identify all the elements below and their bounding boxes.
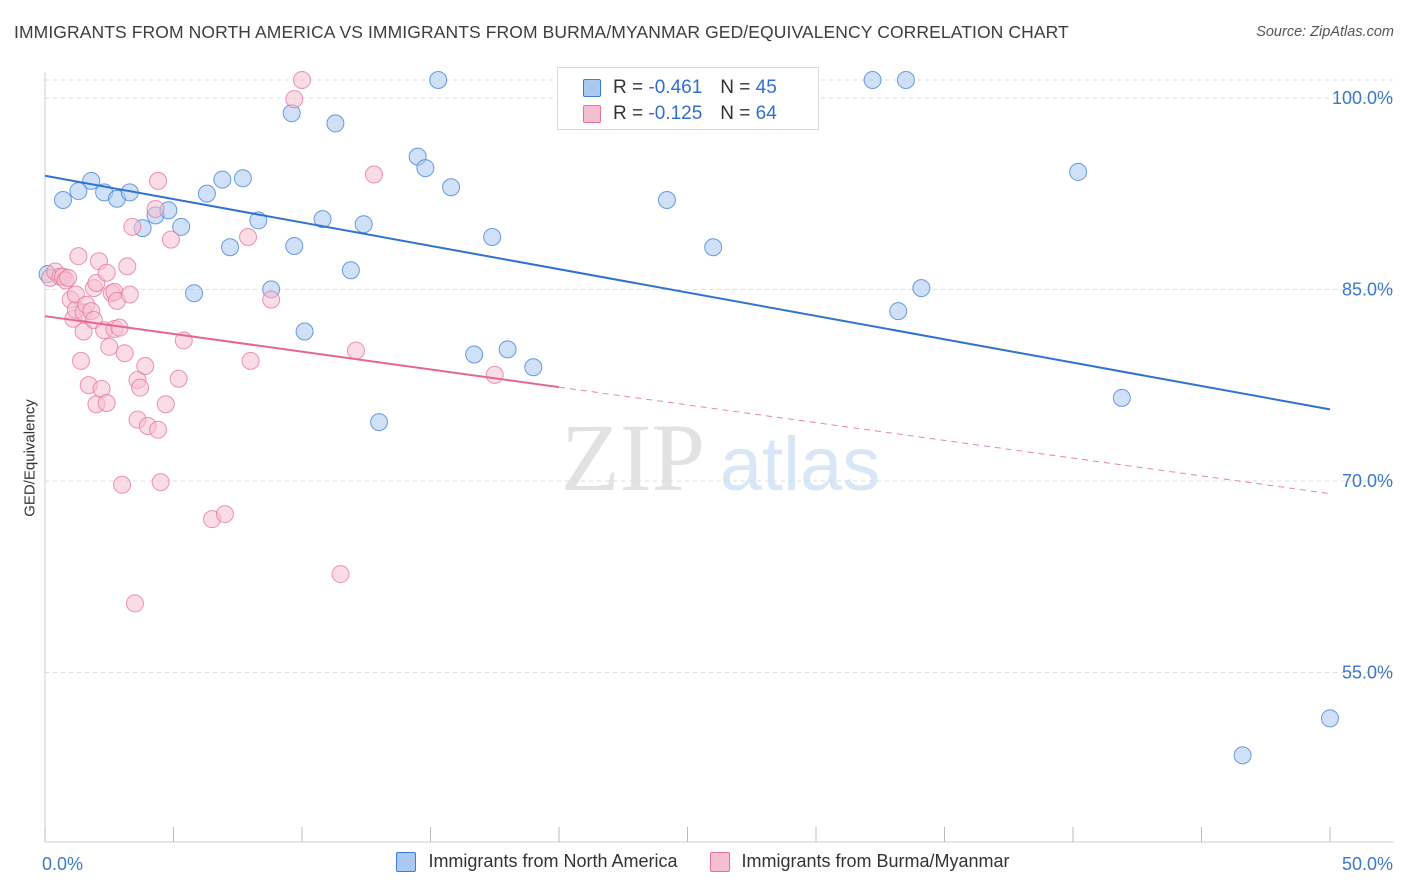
north-america-point bbox=[429, 71, 448, 89]
burma-point bbox=[346, 341, 365, 360]
north-america-point bbox=[465, 345, 484, 364]
r-value: -0.125 bbox=[648, 103, 703, 124]
north-america-point bbox=[524, 358, 543, 377]
pink-swatch bbox=[583, 105, 601, 123]
watermark-zip: ZIP bbox=[561, 404, 705, 511]
burma-point bbox=[136, 356, 155, 375]
north-america-point bbox=[185, 284, 204, 303]
burma-point bbox=[125, 594, 144, 613]
pink-swatch bbox=[709, 851, 730, 872]
burma-point bbox=[169, 369, 188, 388]
north-america-point bbox=[498, 340, 517, 359]
north-america-point bbox=[370, 413, 389, 432]
north-america-point bbox=[221, 238, 240, 257]
y-tick-label: 70.0% bbox=[1342, 471, 1393, 491]
burma-point bbox=[241, 351, 260, 370]
trend-line bbox=[44, 174, 1331, 411]
north-america-point bbox=[1233, 746, 1252, 765]
legend-row-north-america: R = -0.461 N = 45 bbox=[583, 76, 777, 100]
legend-item-burma[interactable]: Immigrants from Burma/Myanmar bbox=[709, 851, 1010, 872]
y-tick-label: 85.0% bbox=[1342, 280, 1393, 300]
burma-point bbox=[149, 171, 168, 190]
north-america-point bbox=[326, 114, 345, 133]
burma-point bbox=[239, 228, 258, 247]
north-america-point bbox=[889, 302, 908, 321]
burma-point bbox=[262, 290, 281, 309]
watermark-atlas: atlas bbox=[720, 422, 881, 507]
trend-line bbox=[44, 315, 560, 389]
north-america-point bbox=[285, 236, 304, 255]
north-america-point bbox=[197, 184, 216, 203]
burma-point bbox=[69, 247, 88, 266]
legend-row-burma: R = -0.125 N = 64 bbox=[583, 102, 777, 126]
source-label: Source: ZipAtlas.com bbox=[1256, 24, 1394, 40]
correlation-legend: R = -0.461 N = 45 R = -0.125 N = 64 bbox=[557, 67, 819, 130]
north-america-point bbox=[172, 217, 191, 236]
north-america-point bbox=[863, 71, 882, 89]
legend-label: Immigrants from North America bbox=[428, 851, 678, 871]
burma-point bbox=[115, 344, 134, 363]
n-label: N = bbox=[720, 103, 751, 124]
legend-item-north-america[interactable]: Immigrants from North America bbox=[396, 851, 678, 872]
north-america-point bbox=[896, 71, 915, 89]
legend-label: Immigrants from Burma/Myanmar bbox=[741, 851, 1010, 871]
burma-point bbox=[485, 365, 504, 384]
north-america-point bbox=[233, 169, 252, 188]
burma-point bbox=[156, 395, 175, 414]
blue-swatch bbox=[583, 79, 601, 97]
burma-point bbox=[123, 217, 142, 236]
burma-point bbox=[146, 199, 165, 218]
x-tick-label: 50.0% bbox=[1342, 854, 1393, 874]
north-america-point bbox=[442, 178, 461, 197]
x-tick-label: 0.0% bbox=[42, 854, 83, 874]
burma-point bbox=[118, 257, 137, 276]
north-america-point bbox=[483, 228, 502, 247]
y-tick-label: 100.0% bbox=[1332, 88, 1393, 108]
north-america-point bbox=[313, 210, 332, 229]
burma-point bbox=[97, 393, 116, 412]
north-america-point bbox=[53, 191, 72, 210]
burma-point bbox=[151, 473, 170, 492]
north-america-point bbox=[1112, 388, 1131, 407]
north-america-point bbox=[213, 170, 232, 189]
y-tick-label: 55.0% bbox=[1342, 663, 1393, 683]
north-america-point bbox=[354, 215, 373, 234]
r-label: R = bbox=[613, 77, 644, 98]
n-value: 64 bbox=[755, 103, 777, 124]
trend-line-extension bbox=[558, 386, 1331, 495]
burma-point bbox=[161, 230, 180, 249]
north-america-point bbox=[341, 261, 360, 280]
chart-title: IMMIGRANTS FROM NORTH AMERICA VS IMMIGRA… bbox=[14, 22, 1069, 42]
burma-point bbox=[100, 337, 119, 356]
burma-point bbox=[97, 263, 116, 282]
north-america-point bbox=[1321, 709, 1339, 728]
north-america-point bbox=[1069, 162, 1088, 181]
n-value: 45 bbox=[755, 77, 777, 98]
blue-swatch bbox=[396, 851, 417, 872]
n-label: N = bbox=[720, 77, 751, 98]
burma-point bbox=[59, 268, 78, 287]
north-america-point bbox=[295, 322, 314, 341]
north-america-point bbox=[657, 191, 676, 210]
burma-point bbox=[131, 378, 150, 397]
north-america-point bbox=[416, 159, 435, 178]
series-legend: Immigrants from North America Immigrants… bbox=[0, 851, 1406, 872]
r-value: -0.461 bbox=[648, 77, 703, 98]
burma-point bbox=[293, 71, 311, 89]
burma-point bbox=[331, 565, 350, 584]
burma-point bbox=[71, 351, 90, 370]
burma-point bbox=[149, 420, 168, 439]
burma-point bbox=[113, 475, 132, 494]
north-america-point bbox=[704, 238, 723, 257]
burma-point bbox=[364, 165, 383, 184]
burma-point bbox=[74, 322, 93, 341]
burma-point bbox=[120, 285, 139, 304]
burma-point bbox=[215, 505, 234, 524]
r-label: R = bbox=[613, 103, 644, 124]
north-america-point bbox=[912, 279, 931, 298]
burma-point bbox=[285, 90, 304, 109]
